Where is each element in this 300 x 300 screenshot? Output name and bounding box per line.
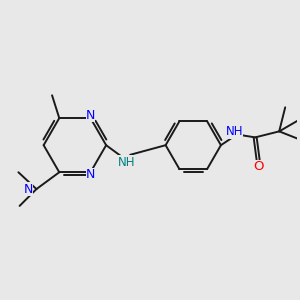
Text: NH: NH [118, 155, 135, 169]
Text: O: O [254, 160, 264, 173]
Text: NH: NH [225, 125, 243, 139]
Text: N: N [86, 109, 95, 122]
Text: N: N [23, 183, 33, 196]
Text: N: N [86, 168, 95, 181]
